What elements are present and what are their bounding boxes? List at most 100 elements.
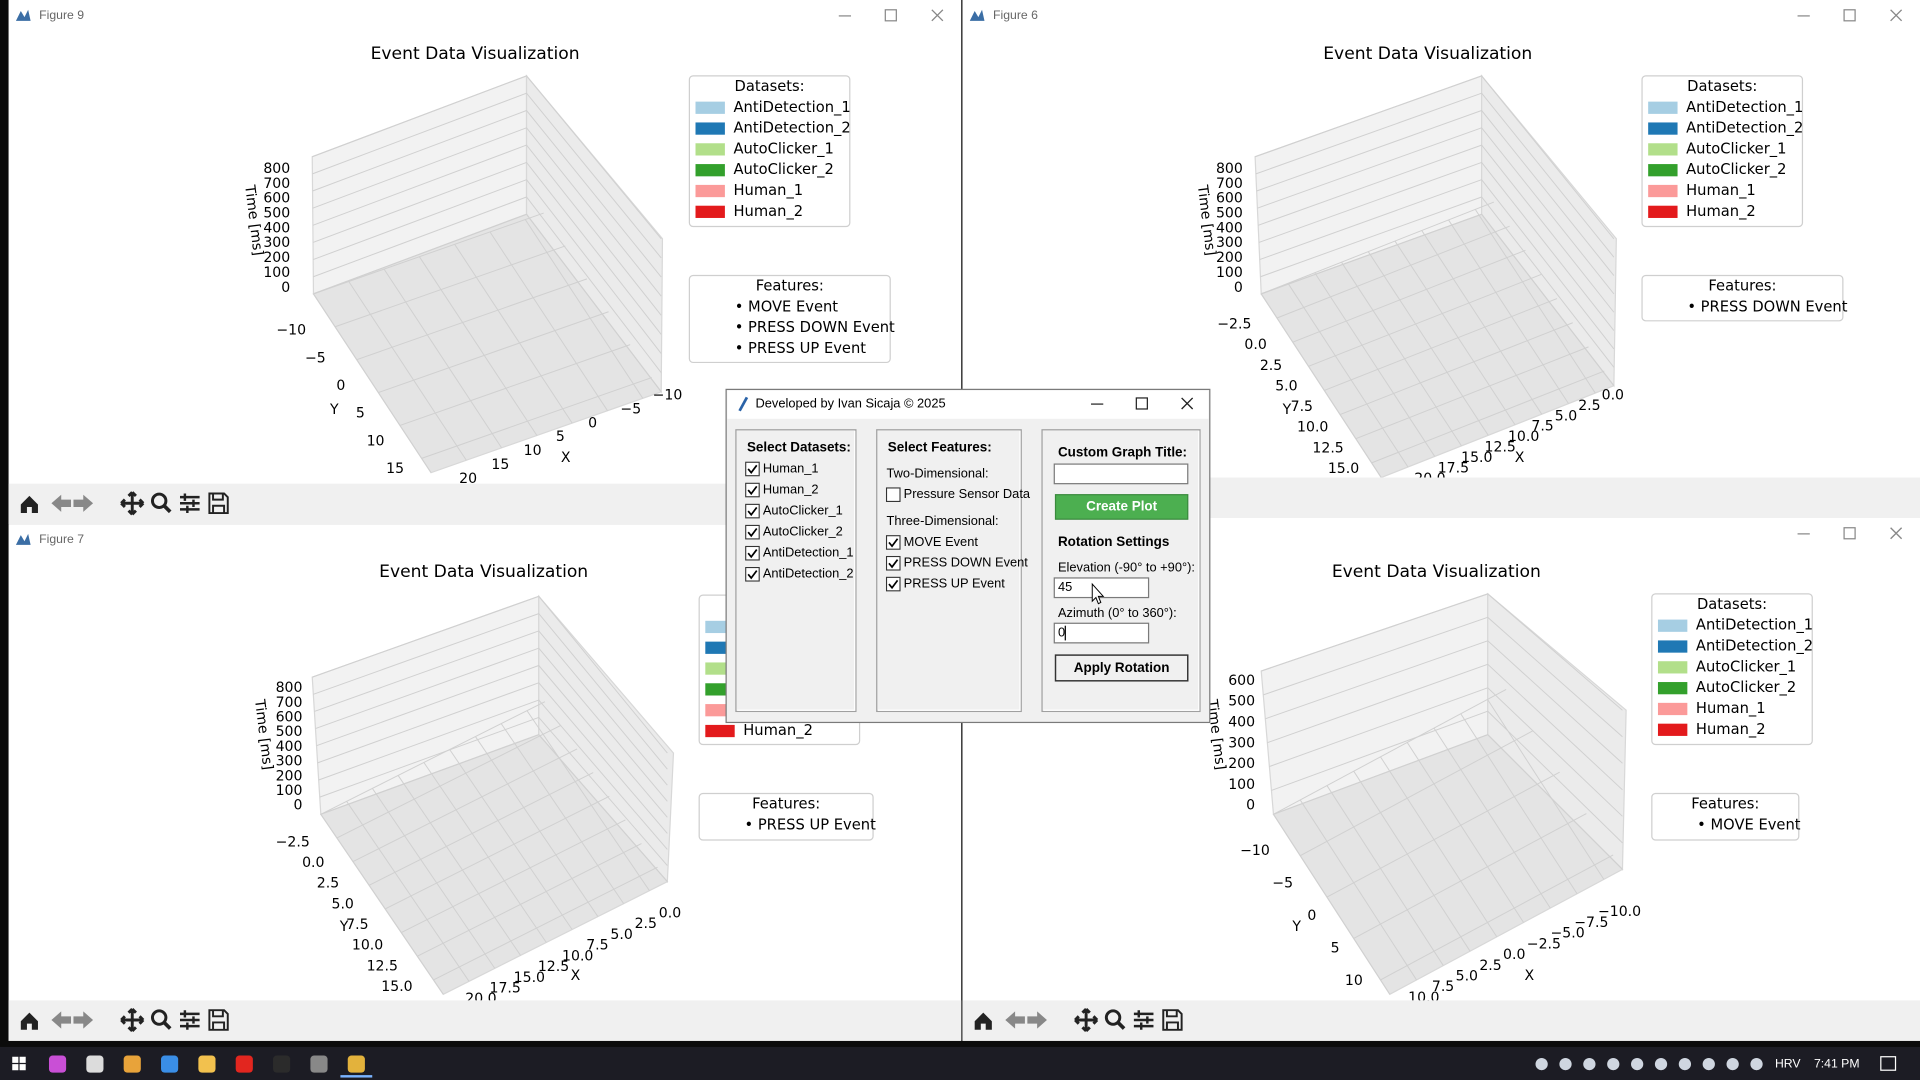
forward-button[interactable]: [73, 494, 94, 512]
dialog-close[interactable]: [1181, 397, 1194, 410]
panel: [876, 429, 1022, 713]
maximize-button[interactable]: [884, 9, 897, 22]
tray-icon[interactable]: [1631, 1057, 1644, 1071]
legend-swatch: [1648, 205, 1678, 218]
pan-button[interactable]: [120, 491, 145, 516]
y-tick-label: 12.5: [367, 958, 398, 974]
y-grid-line: [433, 866, 658, 981]
y-grid-line: [352, 748, 578, 863]
close-button[interactable]: [931, 9, 944, 22]
checkbox[interactable]: [745, 503, 760, 519]
create-plot-button[interactable]: [1054, 494, 1189, 520]
zoom-button[interactable]: [1104, 1009, 1122, 1026]
forward-button[interactable]: [1027, 1011, 1047, 1029]
tray-icon[interactable]: [1654, 1057, 1668, 1071]
forward-button[interactable]: [73, 1011, 94, 1029]
features-legend: Features: • MOVE Event: [1651, 792, 1801, 841]
start-button[interactable]: [12, 1056, 26, 1071]
checkbox[interactable]: [745, 461, 760, 477]
maximize-button[interactable]: [1843, 527, 1856, 540]
tray-icon[interactable]: [1559, 1057, 1572, 1071]
x-tick-label: 10: [524, 443, 542, 459]
save-button[interactable]: [208, 492, 229, 515]
dialog-maximize[interactable]: [1135, 397, 1148, 410]
close-button[interactable]: [1890, 9, 1903, 22]
taskbar-app[interactable]: [198, 1055, 216, 1073]
checkbox-label: PRESS DOWN Event: [904, 555, 1029, 570]
taskbar-app[interactable]: [86, 1055, 104, 1073]
x-tick-label: 2.5: [635, 916, 657, 932]
x-tick-label: 12.5: [538, 959, 569, 975]
save-button[interactable]: [208, 1009, 229, 1031]
y-tick-label: 12.5: [1312, 440, 1343, 456]
check-mark: [747, 549, 758, 559]
y-tick-label: 0: [336, 378, 345, 394]
tray-icon[interactable]: [1607, 1057, 1620, 1071]
save-button[interactable]: [1162, 1009, 1183, 1031]
taskbar-app[interactable]: [273, 1055, 291, 1073]
checkbox-label: AutoClicker_1: [763, 502, 843, 517]
zoom-handle: [1116, 1021, 1126, 1030]
back-button[interactable]: [1005, 1011, 1025, 1029]
taskbar-app[interactable]: [310, 1055, 328, 1073]
tray-icon[interactable]: [1535, 1057, 1548, 1071]
toolbar: [8, 1000, 962, 1041]
taskbar-app[interactable]: [235, 1055, 253, 1073]
tray-icon[interactable]: [1678, 1057, 1692, 1071]
clock: 7:41 PM: [1814, 1056, 1860, 1070]
settings-label: Elevation (-90° to +90°):: [1058, 560, 1195, 575]
configure-button[interactable]: [1133, 1010, 1154, 1030]
z-grid-line: [1267, 663, 1623, 791]
close-button[interactable]: [1890, 527, 1903, 540]
zoom-button[interactable]: [150, 492, 168, 510]
apply-rotation-button[interactable]: [1054, 654, 1189, 682]
x-tick-label: −10: [653, 388, 683, 404]
x-grid-line: [1314, 272, 1436, 457]
back-button[interactable]: [51, 494, 72, 512]
azimuth-input[interactable]: [1053, 622, 1150, 644]
checkbox[interactable]: [885, 576, 901, 592]
x-tick-label: 10.0: [1408, 990, 1439, 1006]
z-grid-line: [313, 213, 662, 393]
taskbar-app[interactable]: [161, 1055, 179, 1073]
notifications-button[interactable]: [1880, 1056, 1897, 1071]
checkbox[interactable]: [745, 524, 760, 540]
checkbox[interactable]: [885, 555, 901, 571]
title-input[interactable]: [1053, 463, 1189, 485]
zoom-button[interactable]: [150, 1009, 168, 1026]
tray-icon[interactable]: [1726, 1057, 1739, 1071]
tray-icon[interactable]: [1583, 1057, 1596, 1071]
tray-icon[interactable]: [1750, 1057, 1763, 1071]
z-grid-line: [1261, 213, 1615, 387]
checkbox[interactable]: [885, 535, 901, 550]
checkbox[interactable]: [745, 482, 760, 498]
apply-rotation-label: Apply Rotation: [1074, 660, 1170, 675]
z-grid-line: [312, 109, 662, 278]
z-tick-label: 700: [263, 176, 290, 192]
z-tick-label: 100: [1216, 265, 1243, 281]
taskbar-app[interactable]: [123, 1055, 141, 1073]
y-tick-label: 5.0: [331, 896, 353, 912]
maximize-button[interactable]: [1843, 9, 1856, 22]
checkbox[interactable]: [745, 567, 760, 582]
configure-button[interactable]: [180, 1010, 200, 1030]
elevation-input[interactable]: [1053, 577, 1150, 599]
x-tick-label: 0.0: [659, 905, 681, 921]
pan-button[interactable]: [1074, 1007, 1099, 1033]
back-button[interactable]: [51, 1011, 72, 1029]
y-axis-label: Y: [1291, 919, 1301, 935]
z-grid-line: [314, 630, 668, 786]
z-grid-line: [312, 92, 662, 259]
y-tick-label: −5: [305, 350, 326, 366]
checkbox[interactable]: [885, 487, 901, 502]
y-tick-label: 15.0: [381, 979, 412, 995]
check-mark: [747, 570, 758, 580]
legend-label: AutoClicker_1: [1696, 658, 1796, 675]
taskbar-app[interactable]: [347, 1055, 365, 1073]
pan-button[interactable]: [120, 1007, 145, 1033]
checkbox[interactable]: [745, 545, 760, 561]
configure-button[interactable]: [180, 493, 200, 514]
tray-icon[interactable]: [1702, 1057, 1715, 1071]
taskbar-app[interactable]: [48, 1055, 67, 1073]
y-grid-line: [334, 245, 566, 328]
